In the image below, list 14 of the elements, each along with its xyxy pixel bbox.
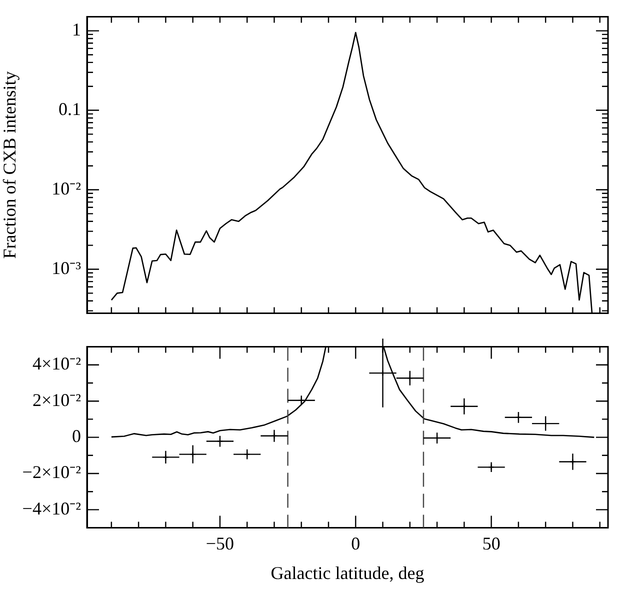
y-tick-label: 4×10⁻² <box>32 354 81 374</box>
y-tick-label: 0.1 <box>58 99 81 120</box>
y-tick-label: 2×10⁻² <box>32 390 81 410</box>
x-tick-label: −50 <box>206 533 234 554</box>
y-tick-label: −4×10⁻² <box>22 498 81 518</box>
x-tick-label: 0 <box>351 533 360 554</box>
y-axis-title: Fraction of CXB intensity <box>0 71 20 259</box>
y-tick-label: 10⁻² <box>52 178 81 199</box>
y-tick-label: 1 <box>72 20 81 40</box>
x-tick-label: 50 <box>482 533 500 554</box>
y-tick-label: 0 <box>72 426 81 446</box>
y-tick-label: 10⁻³ <box>52 258 82 278</box>
x-axis-title: Galactic latitude, deg <box>270 562 424 583</box>
y-tick-label: −2×10⁻² <box>22 462 81 482</box>
